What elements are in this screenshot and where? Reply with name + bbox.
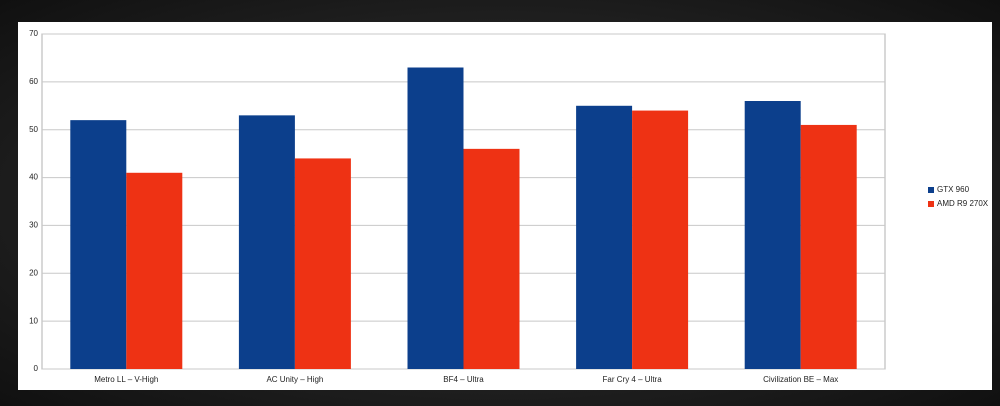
- bar: [238, 115, 295, 369]
- bar: [294, 158, 351, 369]
- bar: [632, 110, 689, 370]
- bar: [463, 148, 520, 369]
- legend-label: GTX 960: [937, 185, 970, 194]
- bar: [744, 101, 801, 369]
- y-tick-label: 20: [29, 268, 38, 277]
- y-tick-label: 70: [29, 29, 38, 38]
- y-tick-label: 0: [34, 364, 39, 373]
- bar: [800, 124, 857, 369]
- bar: [70, 120, 127, 370]
- y-tick-label: 10: [29, 316, 38, 325]
- bar: [126, 172, 183, 369]
- x-tick-label: Far Cry 4 – Ultra: [603, 375, 663, 384]
- y-tick-label: 30: [29, 221, 38, 230]
- legend-label: AMD R9 270X: [937, 199, 989, 208]
- y-tick-label: 60: [29, 77, 38, 86]
- y-tick-label: 40: [29, 173, 38, 182]
- x-tick-label: Metro LL – V-High: [94, 375, 158, 384]
- x-tick-label: BF4 – Ultra: [443, 375, 484, 384]
- x-tick-label: Civilization BE – Max: [763, 375, 838, 384]
- x-tick-label: AC Unity – High: [266, 375, 323, 384]
- legend-swatch: [928, 187, 934, 193]
- legend-swatch: [928, 201, 934, 207]
- bar: [576, 105, 633, 370]
- bar: [407, 67, 464, 369]
- y-tick-label: 50: [29, 125, 38, 134]
